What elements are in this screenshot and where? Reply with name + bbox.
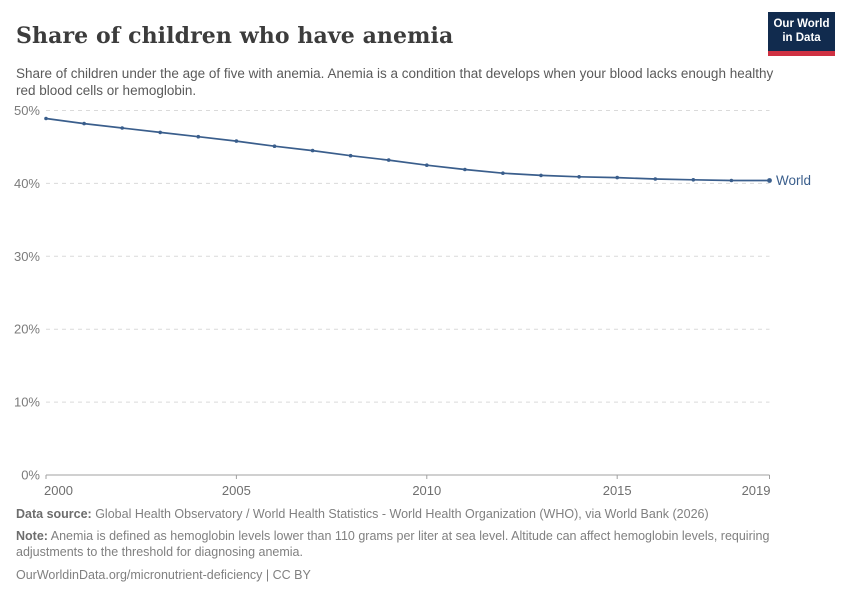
- data-point: [615, 175, 619, 180]
- data-point: [348, 153, 353, 158]
- owid-logo-line1: Our World: [773, 18, 830, 30]
- data-point: [501, 171, 505, 175]
- owid-logo[interactable]: Our World in Data: [768, 12, 835, 56]
- note-text: Anemia is defined as hemoglobin levels l…: [16, 528, 770, 560]
- data-point: [386, 158, 391, 162]
- chart-subtitle: Share of children under the age of five …: [16, 65, 774, 99]
- y-tick-label: 10%: [14, 395, 40, 410]
- data-source-line: Data source: Global Health Observatory /…: [16, 506, 828, 523]
- data-point: [767, 178, 772, 183]
- data-point: [158, 130, 162, 135]
- series-line-world: [45, 117, 771, 182]
- x-tick-label: 2005: [222, 483, 251, 498]
- series-end-label: World: [776, 173, 811, 188]
- y-tick-label: 20%: [14, 322, 40, 337]
- owid-logo-line2: in Data: [782, 31, 821, 44]
- data-point: [310, 148, 315, 153]
- data-point: [196, 134, 201, 139]
- data-source-label: Data source:: [16, 507, 92, 521]
- y-tick-label: 0%: [21, 468, 40, 483]
- note-label: Note:: [16, 528, 48, 543]
- x-tick-label: 2015: [603, 483, 632, 498]
- data-point: [234, 139, 239, 143]
- data-point: [729, 178, 734, 183]
- data-point: [463, 167, 467, 172]
- x-tick-label: 2000: [44, 483, 73, 498]
- x-tick-label: 2019: [742, 483, 771, 498]
- chart-footer: Data source: Global Health Observatory /…: [16, 506, 828, 588]
- data-point: [120, 126, 124, 130]
- data-point: [425, 163, 429, 167]
- note-line: Note: Anemia is defined as hemoglobin le…: [16, 528, 828, 561]
- data-point: [539, 173, 543, 178]
- data-point: [82, 121, 86, 126]
- page-title: Share of children who have anemia: [16, 22, 454, 49]
- y-tick-label: 40%: [14, 176, 40, 191]
- credit-line[interactable]: OurWorldinData.org/micronutrient-deficie…: [16, 567, 311, 582]
- x-tick-label: 2010: [412, 483, 441, 498]
- data-point: [691, 178, 696, 182]
- y-tick-label: 30%: [14, 249, 40, 264]
- data-point: [653, 177, 658, 181]
- data-point: [577, 175, 581, 179]
- y-tick-label: 50%: [14, 103, 40, 118]
- data-point: [272, 144, 277, 148]
- data-point: [44, 116, 48, 121]
- data-source-text: Global Health Observatory / World Health…: [91, 507, 709, 521]
- line-chart: 0% 10% 20% 30% 40% 50% 2000 2005 2010 2015 2019 Wor…: [14, 103, 811, 498]
